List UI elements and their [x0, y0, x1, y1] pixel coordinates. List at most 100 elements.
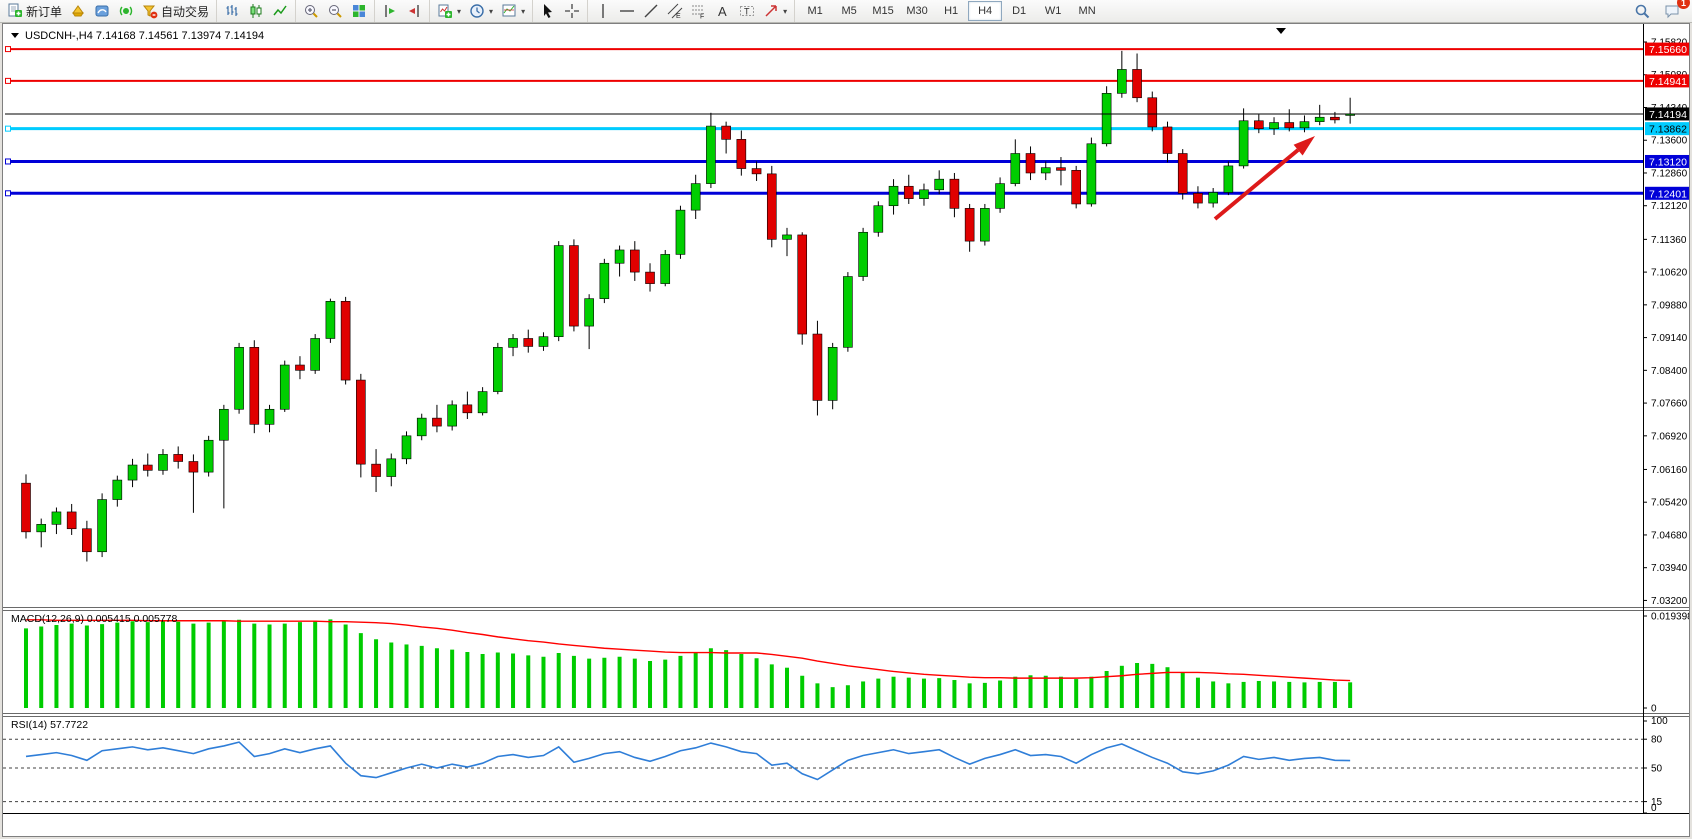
- line-anchor[interactable]: [5, 46, 11, 53]
- rsi-scale-label: 80: [1651, 735, 1663, 746]
- timeframe-M5-button[interactable]: M5: [841, 5, 857, 17]
- templates-button[interactable]: ▾: [497, 0, 529, 22]
- bear-candle: [371, 463, 381, 477]
- tile-windows-button[interactable]: [347, 0, 371, 22]
- auto-scroll-button[interactable]: [378, 0, 402, 22]
- equidistant-channel-button[interactable]: E: [663, 0, 687, 22]
- trendline-button[interactable]: [639, 0, 663, 22]
- line-chart-button[interactable]: [268, 0, 292, 22]
- price-scale[interactable]: 7.158207.150807.143407.136007.128607.121…: [1643, 38, 1689, 607]
- fibonacci-button[interactable]: F: [687, 0, 711, 22]
- rsi-scale-label: 100: [1651, 716, 1668, 727]
- bull-candle: [219, 408, 229, 441]
- bear-candle: [797, 234, 808, 335]
- vertical-line-button[interactable]: [591, 0, 615, 22]
- line-anchor[interactable]: [5, 125, 11, 132]
- price-chart[interactable]: USDCNH-,H4 7.14168 7.14561 7.13974 7.141…: [3, 24, 1689, 836]
- metaeditor-icon: [94, 3, 110, 19]
- bull-candle: [1269, 122, 1279, 130]
- price-tick-label: 7.09880: [1651, 300, 1688, 311]
- main-price-panel[interactable]: USDCNH-,H4 7.14168 7.14561 7.13974 7.141…: [5, 28, 1643, 562]
- chart-window-button[interactable]: [66, 0, 90, 22]
- cursor-button[interactable]: [536, 0, 560, 22]
- chevron-down-icon[interactable]: ▾: [521, 6, 526, 16]
- bear-candle: [736, 139, 747, 169]
- bear-candle: [721, 125, 731, 140]
- bull-candle: [203, 439, 214, 473]
- toolbar-group-zoom: [295, 0, 374, 22]
- rsi-scale-label: 50: [1651, 764, 1663, 775]
- timeframe-M30-button[interactable]: M30: [906, 5, 928, 17]
- bear-candle: [629, 249, 640, 273]
- horizontal-line-button[interactable]: [615, 0, 639, 22]
- bull-candle: [447, 404, 457, 427]
- indicators-button[interactable]: ▾: [433, 0, 465, 22]
- line-anchor[interactable]: [5, 77, 11, 84]
- symbol-dropdown-icon[interactable]: [11, 33, 19, 38]
- notifications-button[interactable]: 1: [1660, 0, 1690, 22]
- chevron-down-icon[interactable]: ▾: [457, 6, 462, 16]
- bull-candle: [538, 336, 549, 347]
- zoom-in-button[interactable]: [299, 0, 323, 22]
- search-button[interactable]: [1630, 0, 1654, 22]
- timeframe-H4-button[interactable]: H4: [968, 1, 1003, 21]
- price-label-badge: [1645, 154, 1689, 168]
- bull-candle: [325, 301, 336, 339]
- timeframe-M1-button[interactable]: M1: [807, 5, 823, 17]
- bear-candle: [766, 173, 777, 240]
- bear-candle: [295, 364, 305, 371]
- chart-shift-marker[interactable]: [1276, 28, 1286, 34]
- timeframe-D1-button[interactable]: D1: [1012, 5, 1027, 17]
- periods-button[interactable]: ▾: [465, 0, 497, 22]
- crosshair-button[interactable]: [560, 0, 584, 22]
- bull-candle: [127, 464, 138, 481]
- text-label-button[interactable]: T: [735, 0, 759, 22]
- text-button[interactable]: A: [711, 0, 735, 22]
- metaeditor-button[interactable]: [90, 0, 114, 22]
- timeframe-H1-button[interactable]: H1: [944, 5, 959, 17]
- macd-signal-line: [26, 619, 1351, 682]
- chevron-down-icon[interactable]: ▾: [489, 6, 494, 16]
- price-label-badge: [1645, 74, 1689, 88]
- price-label-text: 7.12401: [1649, 188, 1687, 200]
- notification-badge: 1: [1677, 0, 1690, 9]
- zoom-out-button[interactable]: [323, 0, 347, 22]
- autotrading-button[interactable]: 自动交易: [138, 0, 213, 22]
- toolbar-group-timeframes: M1 M5 M15 M30 H1 H4 D1 W1 MN: [794, 0, 1107, 22]
- bear-candle: [1177, 153, 1188, 194]
- bull-candle: [112, 479, 123, 500]
- bull-candle: [660, 254, 671, 284]
- timeframe-W1-button[interactable]: W1: [1044, 5, 1062, 17]
- candles: [21, 50, 1355, 562]
- arrows-button[interactable]: ▾: [759, 0, 791, 22]
- bear-candle: [1330, 116, 1340, 121]
- chart-window: USDCNH-,H4 7.14168 7.14561 7.13974 7.141…: [2, 23, 1690, 837]
- bull-candle: [690, 183, 701, 211]
- new-order-button[interactable]: 新订单: [3, 0, 66, 22]
- trend-arrow-head[interactable]: [1293, 136, 1315, 156]
- line-chart-icon: [272, 3, 288, 19]
- candlestick-chart-button[interactable]: [244, 0, 268, 22]
- bull-candle: [599, 262, 610, 299]
- bear-candle: [173, 454, 183, 462]
- price-tick-label: 7.03940: [1651, 563, 1688, 574]
- strategy-tester-icon: [118, 3, 134, 19]
- svg-text:T: T: [744, 7, 750, 17]
- macd-panel[interactable]: MACD(12,26,9) 0.005415 0.005778 0.019398 0: [3, 607, 1689, 715]
- chart-shift-button[interactable]: [402, 0, 426, 22]
- strategy-tester-button[interactable]: [114, 0, 138, 22]
- trend-arrow-object[interactable]: [1213, 148, 1300, 221]
- svg-text:A: A: [718, 4, 727, 19]
- bull-candle: [477, 391, 488, 414]
- rsi-panel[interactable]: RSI(14) 57.7722 100 80 50 150: [3, 713, 1689, 815]
- bull-candle: [234, 347, 244, 410]
- timeframe-MN-button[interactable]: MN: [1078, 5, 1096, 17]
- chevron-down-icon[interactable]: ▾: [783, 6, 788, 16]
- bull-candle: [1299, 121, 1310, 129]
- bull-candle: [416, 417, 427, 437]
- line-anchor[interactable]: [5, 190, 11, 197]
- bar-chart-button[interactable]: [220, 0, 244, 22]
- timeframe-M15-button[interactable]: M15: [872, 5, 894, 17]
- bull-candle: [888, 185, 899, 207]
- line-anchor[interactable]: [5, 158, 11, 165]
